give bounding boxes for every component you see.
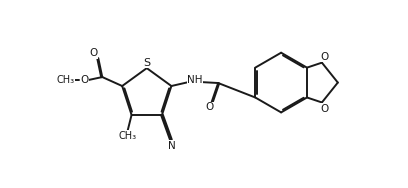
Text: O: O [206, 102, 214, 112]
Text: O: O [80, 75, 89, 85]
Text: O: O [321, 104, 329, 114]
Text: CH₃: CH₃ [57, 75, 75, 85]
Text: O: O [89, 48, 98, 58]
Text: CH₃: CH₃ [119, 131, 137, 141]
Text: O: O [321, 52, 329, 62]
Text: NH: NH [187, 74, 202, 85]
Text: N: N [168, 141, 175, 151]
Text: S: S [144, 58, 151, 68]
